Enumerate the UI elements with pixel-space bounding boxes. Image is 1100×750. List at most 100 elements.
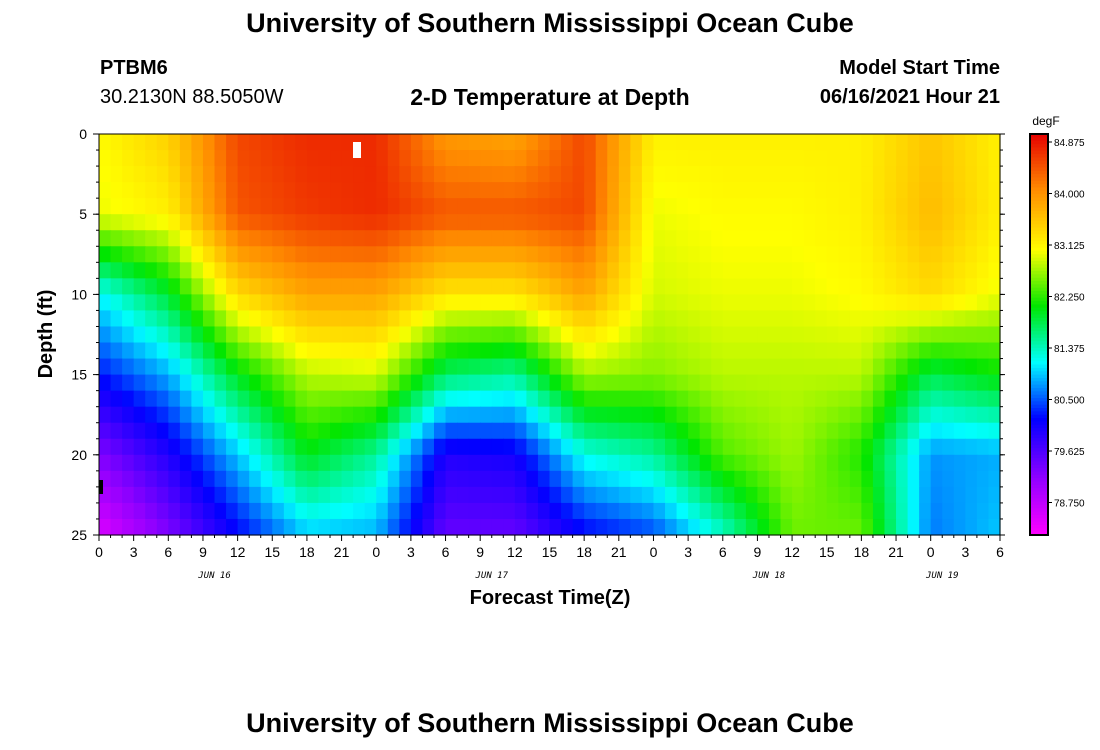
heatmap-cell	[976, 358, 990, 376]
heatmap-cell	[457, 182, 470, 199]
heatmap-cell	[445, 310, 458, 328]
heatmap-cell	[191, 262, 204, 279]
heatmap-cell	[872, 230, 886, 247]
heatmap-cell	[306, 150, 320, 167]
heatmap-cell	[688, 454, 701, 472]
heatmap-cell	[896, 310, 909, 328]
heatmap-cell	[942, 502, 955, 520]
heatmap-cell	[919, 358, 932, 376]
heatmap-cell	[653, 374, 666, 392]
heatmap-cell	[341, 230, 354, 247]
heatmap-cell	[676, 278, 689, 295]
heatmap-cell	[676, 454, 689, 472]
heatmap-cell	[953, 134, 966, 151]
heatmap-cell	[330, 438, 343, 456]
heatmap-cell	[549, 406, 562, 424]
heatmap-cell	[561, 182, 574, 199]
colorbar-band	[1030, 394, 1048, 399]
heatmap-cell	[572, 342, 585, 360]
heatmap-cell	[353, 422, 366, 440]
heatmap-cell	[907, 390, 920, 408]
heatmap-cell	[953, 390, 966, 408]
heatmap-cell	[699, 406, 712, 424]
heatmap-cell	[260, 294, 273, 312]
heatmap-cell	[722, 358, 735, 376]
heatmap-cell	[422, 294, 435, 312]
heatmap-cell	[942, 182, 955, 199]
heatmap-cell	[815, 374, 828, 392]
heatmap-cell	[226, 294, 239, 312]
heatmap-cell	[630, 470, 643, 488]
heatmap-cell	[202, 502, 216, 520]
heatmap-cell	[699, 518, 712, 536]
heatmap-cell	[330, 278, 343, 295]
heatmap-cell	[133, 470, 146, 488]
heatmap-cell	[665, 406, 678, 424]
heatmap-cell	[514, 406, 527, 424]
heatmap-cell	[99, 198, 112, 215]
heatmap-cell	[168, 358, 181, 376]
heatmap-cell	[237, 246, 250, 263]
heatmap-cell	[410, 326, 424, 344]
heatmap-cell	[826, 214, 839, 231]
heatmap-cell	[410, 150, 424, 167]
heatmap-cell	[272, 326, 285, 344]
heatmap-cell	[988, 246, 1001, 263]
heatmap-cell	[607, 198, 620, 215]
heatmap-cell	[976, 486, 990, 504]
heatmap-cell	[145, 310, 158, 328]
heatmap-cell	[768, 374, 782, 392]
heatmap-cell	[907, 262, 920, 279]
heatmap-cell	[433, 454, 447, 472]
heatmap-cell	[699, 390, 712, 408]
heatmap-cell	[306, 486, 320, 504]
colorbar-band	[1030, 468, 1048, 473]
heatmap-cell	[364, 342, 377, 360]
heatmap-cell	[641, 486, 655, 504]
heatmap-cell	[410, 166, 424, 183]
heatmap-cell	[826, 486, 839, 504]
heatmap-cell	[792, 470, 805, 488]
heatmap-cell	[561, 486, 574, 504]
heatmap-cell	[803, 294, 816, 312]
heatmap-cell	[745, 374, 759, 392]
heatmap-cell	[572, 150, 585, 167]
heatmap-cell	[353, 278, 366, 295]
heatmap-cell	[353, 502, 366, 520]
model-start-time: 06/16/2021 Hour 21	[819, 86, 1000, 108]
heatmap-cell	[768, 406, 782, 424]
heatmap-cell	[202, 166, 216, 183]
heatmap-cell	[676, 486, 689, 504]
colorbar-band	[1030, 274, 1048, 279]
heatmap-cell	[156, 422, 169, 440]
heatmap-cell	[630, 182, 643, 199]
heatmap-cell	[561, 150, 574, 167]
heatmap-cell	[584, 422, 597, 440]
colorbar-band	[1030, 357, 1048, 362]
heatmap-cell	[849, 470, 862, 488]
colorbar-band	[1030, 157, 1048, 162]
colorbar-band	[1030, 311, 1048, 316]
heatmap-cell	[976, 230, 990, 247]
heatmap-cell	[595, 262, 608, 279]
heatmap-cell	[133, 374, 146, 392]
heatmap-cell	[849, 358, 862, 376]
heatmap-cell	[549, 198, 562, 215]
heatmap-cell	[942, 454, 955, 472]
heatmap-cell	[295, 310, 308, 328]
colorbar-band	[1030, 404, 1048, 409]
heatmap-cell	[99, 262, 112, 279]
heatmap-cell	[330, 150, 343, 167]
colorbar-band	[1030, 428, 1048, 433]
heatmap-cell	[387, 246, 400, 263]
heatmap-cell	[318, 390, 331, 408]
heatmap-cell	[711, 134, 724, 151]
heatmap-cell	[491, 438, 504, 456]
heatmap-cell	[803, 150, 816, 167]
heatmap-cell	[445, 374, 458, 392]
heatmap-cell	[387, 134, 400, 151]
heatmap-cell	[618, 486, 631, 504]
heatmap-cell	[618, 406, 631, 424]
heatmap-cell	[156, 310, 169, 328]
heatmap-cell	[641, 278, 655, 295]
